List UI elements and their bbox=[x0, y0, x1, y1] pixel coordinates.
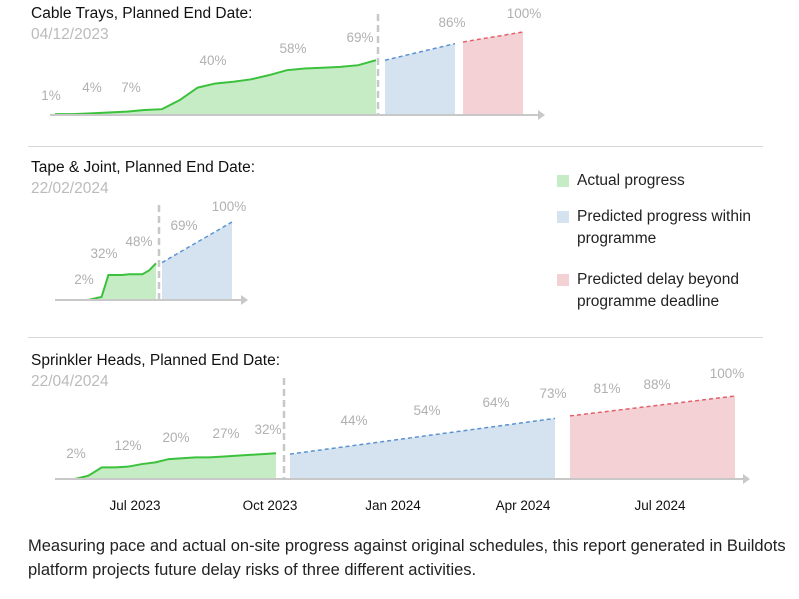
charts-canvas: 1% 4% 7% 40% 58% 69% 86% 100% 2% 32% 48% 69% 100% 2% 1… bbox=[41, 6, 750, 513]
chart-2-title: Tape & Joint, Planned End Date: bbox=[31, 159, 256, 176]
divider bbox=[28, 337, 763, 338]
legend-delay: Predicted delay beyond programme deadlin… bbox=[557, 269, 777, 313]
x-tick-label: Jul 2023 bbox=[109, 498, 160, 513]
chart-2-date: 22/02/2024 bbox=[31, 180, 109, 197]
value-label: 44% bbox=[340, 413, 367, 428]
actual-area bbox=[88, 263, 156, 300]
value-label: 54% bbox=[413, 403, 440, 418]
divider bbox=[28, 146, 763, 147]
axis-arrow-icon bbox=[538, 110, 545, 120]
value-label: 69% bbox=[346, 30, 373, 45]
value-label: 40% bbox=[199, 53, 226, 68]
value-label: 100% bbox=[710, 366, 745, 381]
actual-area bbox=[75, 453, 276, 479]
value-label: 2% bbox=[74, 272, 94, 287]
actual-area bbox=[55, 60, 376, 115]
x-tick-label: Oct 2023 bbox=[243, 498, 298, 513]
axis-arrow-icon bbox=[241, 295, 248, 305]
actual-line bbox=[55, 59, 377, 116]
legend-label: Predicted progress within programme bbox=[577, 208, 752, 247]
value-label: 12% bbox=[114, 438, 141, 453]
actual-line bbox=[87, 262, 157, 301]
delay-area bbox=[570, 396, 735, 479]
x-tick-label: Jul 2024 bbox=[634, 498, 686, 513]
x-tick-label: Apr 2024 bbox=[496, 498, 551, 513]
legend-actual: Actual progress bbox=[557, 170, 685, 192]
caption: Measuring pace and actual on-site progre… bbox=[28, 537, 786, 579]
delay-line bbox=[462, 31, 524, 43]
value-label: 2% bbox=[66, 446, 86, 461]
value-label: 48% bbox=[125, 234, 152, 249]
value-label: 100% bbox=[507, 6, 542, 21]
chart-3-title: Sprinkler Heads, Planned End Date: bbox=[31, 352, 281, 369]
value-label: 32% bbox=[254, 422, 281, 437]
actual-line bbox=[74, 452, 277, 480]
value-label: 32% bbox=[90, 246, 117, 261]
chart-1-date: 04/12/2023 bbox=[31, 26, 109, 43]
predicted-area bbox=[385, 43, 455, 116]
value-label: 81% bbox=[593, 381, 620, 396]
legend-label: Actual progress bbox=[577, 172, 685, 189]
legend-swatch bbox=[557, 211, 569, 223]
value-label: 88% bbox=[643, 377, 670, 392]
value-label: 27% bbox=[212, 426, 239, 441]
legend-label: Predicted delay beyond programme deadlin… bbox=[577, 271, 740, 310]
predicted-area bbox=[162, 222, 232, 300]
value-label: 58% bbox=[279, 41, 306, 56]
predicted-line bbox=[384, 42, 456, 61]
value-label: 7% bbox=[121, 80, 141, 95]
predicted-area bbox=[290, 418, 555, 479]
value-label: 1% bbox=[41, 88, 61, 103]
axis-arrow-icon bbox=[743, 474, 750, 484]
x-tick-label: Jan 2024 bbox=[365, 498, 421, 513]
legend-swatch bbox=[557, 175, 569, 187]
value-label: 4% bbox=[82, 80, 102, 95]
value-label: 86% bbox=[438, 15, 465, 30]
legend-predicted: Predicted progress within programme bbox=[557, 206, 757, 250]
value-label: 20% bbox=[162, 430, 189, 445]
legend-swatch bbox=[557, 274, 569, 286]
chart-3-date: 22/04/2024 bbox=[31, 373, 109, 390]
value-label: 64% bbox=[482, 395, 509, 410]
chart-1-title: Cable Trays, Planned End Date: bbox=[31, 5, 253, 22]
value-label: 69% bbox=[170, 218, 197, 233]
delay-area bbox=[463, 32, 523, 115]
predicted-line bbox=[289, 417, 556, 455]
value-label: 73% bbox=[539, 386, 566, 401]
value-label: 100% bbox=[212, 199, 247, 214]
